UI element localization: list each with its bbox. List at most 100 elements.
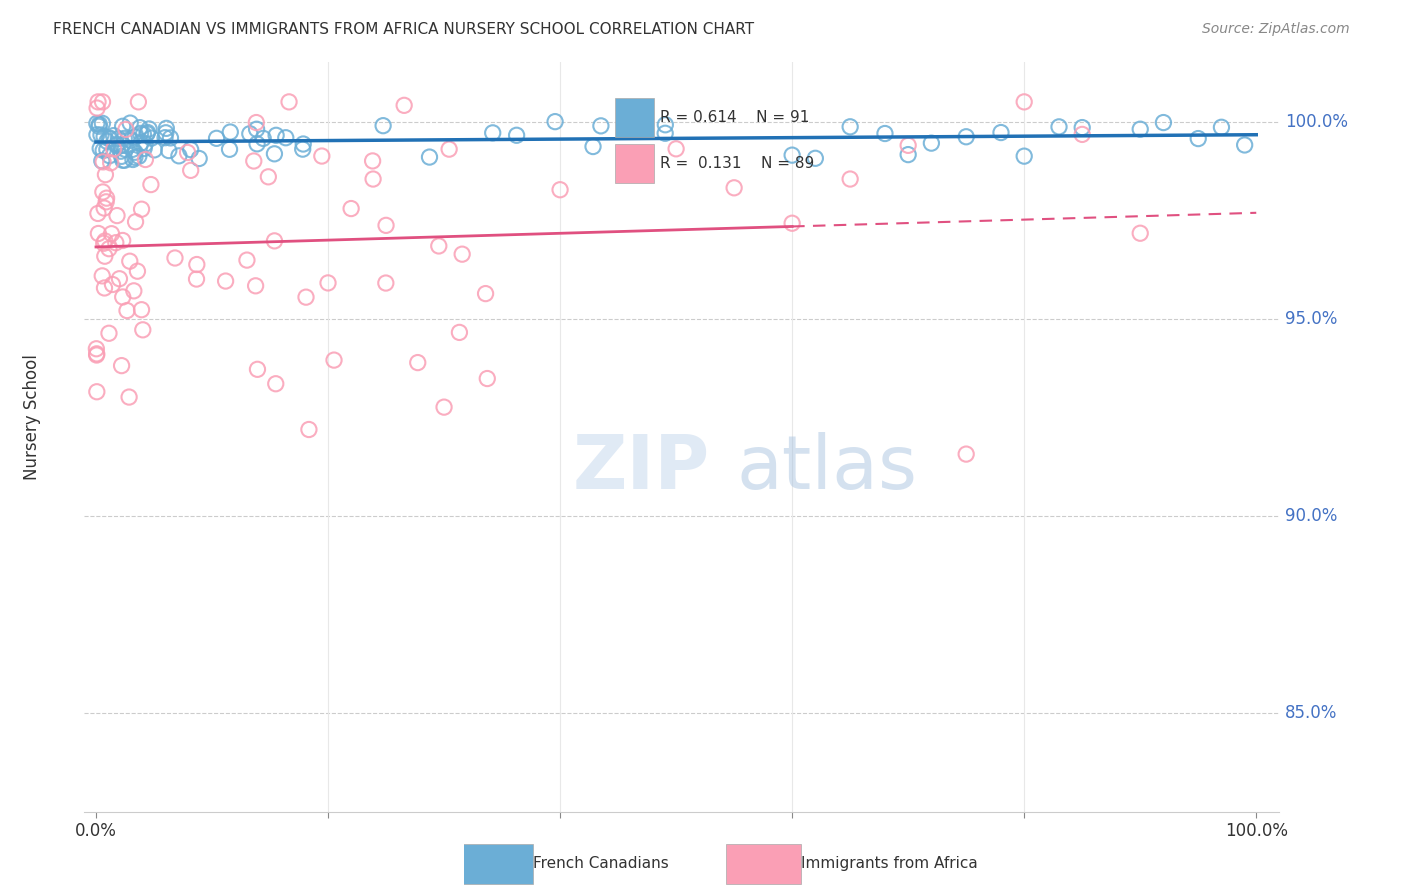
Text: Nursery School: Nursery School <box>22 354 41 480</box>
Point <box>804 151 827 165</box>
Text: atlas: atlas <box>737 432 918 505</box>
Point <box>139 178 162 192</box>
Point <box>96 194 118 209</box>
Point <box>263 234 285 248</box>
Point <box>105 137 128 152</box>
Point <box>86 342 108 356</box>
Point <box>136 127 159 141</box>
Point <box>86 348 108 362</box>
Point <box>114 153 136 168</box>
Point <box>131 302 153 317</box>
Point <box>392 98 415 112</box>
Point <box>141 131 163 145</box>
Point <box>91 116 114 130</box>
Point <box>374 276 396 290</box>
Point <box>96 134 118 148</box>
Point <box>1071 120 1094 135</box>
Point <box>371 119 394 133</box>
Point <box>548 183 571 197</box>
Point <box>107 131 129 145</box>
Text: R = 0.614    N = 91: R = 0.614 N = 91 <box>659 111 810 126</box>
Point <box>188 152 211 166</box>
Point <box>427 239 450 253</box>
Point <box>90 128 112 142</box>
Point <box>115 122 138 136</box>
Point <box>291 142 314 156</box>
Point <box>122 153 145 167</box>
Point <box>90 153 112 168</box>
Point <box>264 128 287 143</box>
Point <box>1129 226 1152 240</box>
Point <box>723 181 745 195</box>
Point <box>89 141 111 155</box>
Point <box>121 142 143 156</box>
Point <box>780 148 803 162</box>
Point <box>98 131 121 145</box>
Point <box>278 95 301 109</box>
Point <box>138 122 160 136</box>
Point <box>134 153 156 167</box>
Point <box>920 136 942 150</box>
Point <box>477 371 499 385</box>
Point <box>654 118 676 132</box>
Point <box>111 120 134 134</box>
Point <box>98 326 121 341</box>
Point <box>433 400 456 414</box>
Point <box>87 227 110 241</box>
Point <box>897 147 920 161</box>
Point <box>96 191 118 205</box>
Point <box>89 117 111 131</box>
Point <box>111 290 134 304</box>
Point <box>127 264 149 278</box>
Point <box>180 143 202 157</box>
Point <box>186 272 208 286</box>
Point <box>103 142 125 156</box>
Point <box>1211 120 1233 135</box>
Point <box>122 284 145 298</box>
FancyBboxPatch shape <box>725 845 800 884</box>
Point <box>134 137 156 152</box>
Text: 95.0%: 95.0% <box>1285 310 1337 327</box>
Point <box>1152 115 1174 129</box>
Point <box>257 169 280 184</box>
Point <box>100 227 122 241</box>
Point <box>176 145 198 160</box>
Point <box>110 149 132 163</box>
Point <box>86 101 108 115</box>
Point <box>101 277 124 292</box>
Point <box>449 326 471 340</box>
Point <box>375 219 398 233</box>
Point <box>100 156 122 170</box>
FancyBboxPatch shape <box>614 98 654 137</box>
Point <box>163 251 186 265</box>
Point <box>340 202 363 216</box>
Point <box>103 128 125 143</box>
Point <box>120 133 142 147</box>
Point <box>1129 122 1152 136</box>
Point <box>129 120 152 135</box>
Point <box>111 234 134 248</box>
Point <box>245 278 267 293</box>
Point <box>544 114 567 128</box>
Point <box>91 95 114 109</box>
Point <box>86 128 108 142</box>
Point <box>1012 149 1035 163</box>
Point <box>93 236 115 251</box>
Point <box>1012 95 1035 109</box>
Text: Source: ZipAtlas.com: Source: ZipAtlas.com <box>1202 22 1350 37</box>
Point <box>124 130 146 145</box>
Point <box>665 142 688 156</box>
Text: 90.0%: 90.0% <box>1285 507 1337 525</box>
Point <box>274 130 297 145</box>
Point <box>245 115 267 129</box>
Text: 100.0%: 100.0% <box>1285 112 1348 130</box>
Point <box>167 149 190 163</box>
Point <box>361 153 384 168</box>
Point <box>115 303 138 318</box>
Point <box>218 142 240 156</box>
Point <box>589 119 612 133</box>
Point <box>98 149 121 163</box>
Point <box>105 209 128 223</box>
Point <box>474 286 496 301</box>
Point <box>94 234 117 248</box>
